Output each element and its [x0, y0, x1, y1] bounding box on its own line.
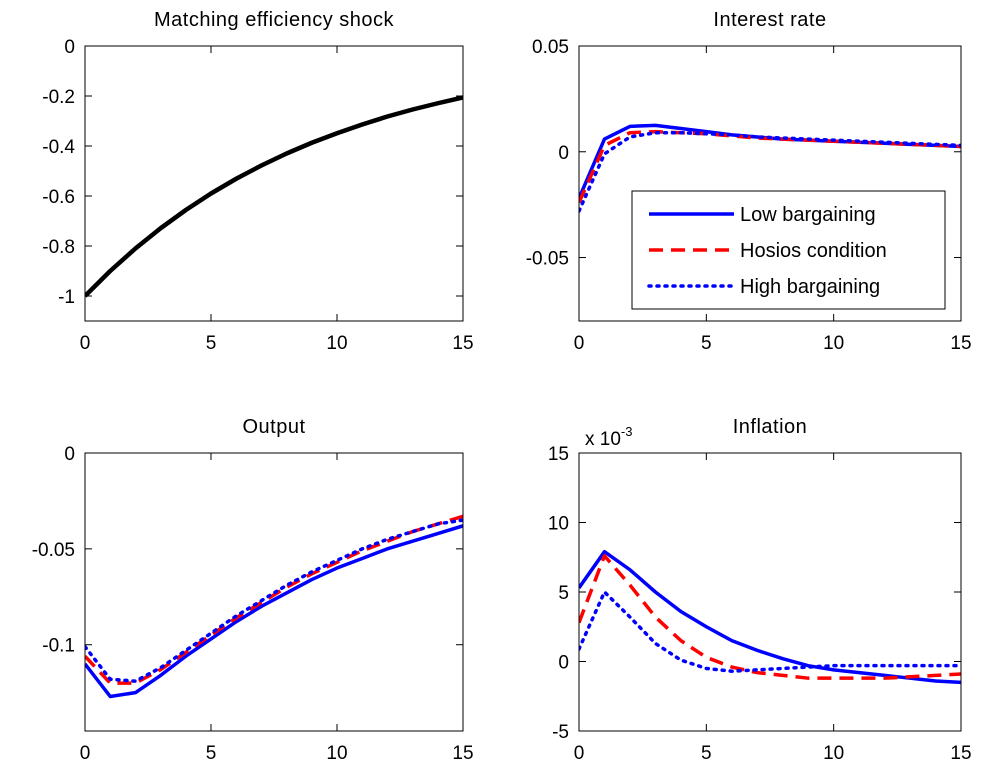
x-tick-label: 5	[206, 743, 217, 764]
legend-label: Hosios condition	[740, 240, 887, 262]
series-line-high-bargaining	[579, 590, 961, 673]
series-line-low-bargaining	[579, 549, 961, 685]
panel-interest-rate: 0 5 10 15 0.05 0 -0.05 Interest rate Low bargain…	[526, 9, 972, 354]
x-tick-label: 5	[206, 333, 217, 354]
x-tick-label: 15	[452, 743, 473, 764]
x-tick-label: 5	[701, 743, 712, 764]
y-tick-label: -1	[58, 287, 75, 308]
y-tick-label: 15	[548, 444, 569, 465]
series-line-shock	[85, 95, 463, 298]
y-tick-label: 5	[558, 583, 569, 604]
exponent-power: -3	[621, 424, 633, 439]
panel-matching-efficiency-shock: 0 5 10 15 0 -0.2 -0.4 -0.6 -0.8 -1 Matching effici…	[42, 9, 473, 354]
axes-box	[578, 45, 962, 322]
y-tick-label: -0.8	[42, 237, 75, 258]
y-tick-label: -0.4	[42, 137, 75, 158]
y-tick-label: 0	[64, 37, 75, 58]
y-tick-label: -0.05	[32, 540, 75, 561]
x-tick-label: 0	[80, 333, 91, 354]
x-tick-label: 0	[80, 743, 91, 764]
x-tick-label: 15	[950, 743, 971, 764]
y-tick-label: -0.6	[42, 187, 75, 208]
x-tick-label: 15	[452, 333, 473, 354]
chart-title: Matching efficiency shock	[154, 9, 395, 31]
legend: Low bargaining Hosios condition High barga…	[631, 190, 946, 310]
x-tick-label: 15	[950, 333, 971, 354]
chart-title: Inflation	[733, 416, 808, 438]
y-tick-label: 0	[558, 143, 569, 164]
x-tick-label: 10	[326, 743, 347, 764]
chart-title: Output	[242, 416, 305, 438]
x-tick-label: 10	[823, 333, 844, 354]
y-tick-label: -0.1	[42, 636, 75, 657]
x-tick-label: 0	[574, 743, 585, 764]
chart-title: Interest rate	[713, 9, 826, 31]
y-tick-label: 0.05	[532, 37, 569, 58]
axes-box	[84, 45, 464, 322]
x-tick-label: 10	[326, 333, 347, 354]
series-line-low-bargaining	[85, 524, 463, 699]
x-tick-label: 10	[823, 743, 844, 764]
x-tick-label: 0	[574, 333, 585, 354]
y-tick-label: 10	[548, 514, 569, 535]
x-tick-label: 5	[701, 333, 712, 354]
legend-label: Low bargaining	[740, 204, 876, 226]
series-line-hosios-condition	[579, 554, 961, 680]
y-tick-label: -0.05	[526, 249, 569, 270]
y-tick-label: 0	[558, 653, 569, 674]
series-line-high-bargaining	[579, 130, 961, 213]
axes-box	[84, 452, 464, 732]
axis-exponent-label: x 10-3	[585, 424, 632, 450]
panel-output: 0 5 10 15 0 -0.05 -0.1 Output	[32, 416, 474, 764]
series-line-high-bargaining	[85, 518, 463, 683]
legend-label: High bargaining	[740, 276, 880, 298]
y-tick-label: 0	[64, 444, 75, 465]
y-tick-label: -5	[552, 722, 569, 743]
exponent-base: x 10	[585, 429, 621, 450]
y-tick-label: -0.2	[42, 87, 75, 108]
